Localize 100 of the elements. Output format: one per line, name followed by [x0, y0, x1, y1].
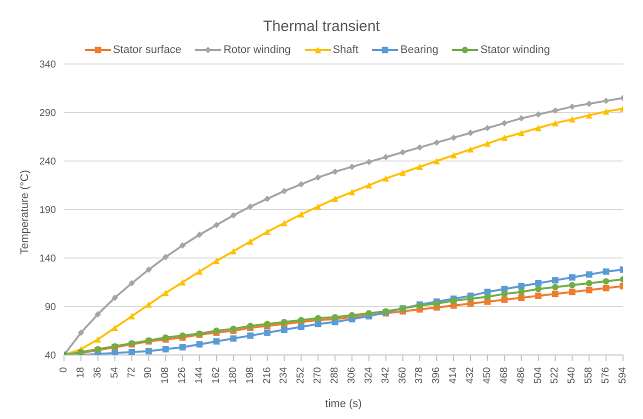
point	[314, 203, 322, 210]
x-tick-label: 360	[397, 366, 408, 384]
x-tick-label: 576	[600, 366, 612, 384]
point	[78, 329, 84, 336]
point	[602, 278, 610, 284]
point	[213, 258, 220, 264]
point	[179, 242, 186, 249]
y-axis-title: Temperature (°C)	[18, 170, 31, 254]
point	[568, 274, 576, 281]
y-tick-label: 240	[39, 156, 56, 168]
point	[501, 296, 508, 303]
point	[382, 154, 390, 160]
x-tick-label: 558	[584, 366, 595, 384]
legend-label: Rotor winding	[222, 44, 291, 56]
point	[602, 98, 610, 104]
x-tick-label: 0	[58, 366, 70, 373]
point	[400, 169, 406, 176]
x-tick-label: 486	[516, 366, 527, 384]
point	[535, 111, 542, 118]
point	[433, 139, 440, 146]
point	[568, 116, 576, 122]
point	[247, 332, 254, 339]
x-tick-label: 270	[312, 366, 324, 384]
point	[213, 222, 220, 228]
point	[145, 266, 152, 273]
point	[501, 120, 508, 126]
legend-label: Stator surface	[112, 44, 182, 56]
point	[128, 280, 135, 286]
point	[535, 124, 542, 132]
point	[518, 130, 525, 136]
point	[179, 279, 186, 286]
y-tick-label: 340	[39, 60, 56, 71]
point	[535, 280, 542, 286]
y-tick-label: 90	[44, 302, 56, 314]
x-tick-label: 432	[465, 366, 476, 384]
point	[94, 311, 102, 318]
point	[247, 238, 254, 245]
point	[467, 296, 474, 302]
x-tick-label: 180	[228, 366, 239, 384]
point	[230, 248, 237, 254]
x-tick-label: 468	[498, 366, 510, 384]
point	[518, 294, 525, 301]
x-tick-label: 18	[75, 366, 86, 378]
x-tick-label: 72	[126, 366, 138, 378]
point	[552, 290, 558, 298]
point	[450, 152, 457, 158]
point	[586, 271, 592, 278]
point	[112, 294, 118, 301]
point	[433, 158, 440, 164]
point	[247, 203, 254, 210]
point	[450, 134, 457, 141]
x-tick-label: 306	[346, 366, 358, 384]
point	[602, 268, 610, 275]
point	[518, 282, 525, 290]
point	[264, 329, 270, 336]
point	[281, 220, 288, 226]
point	[467, 130, 474, 136]
point	[348, 164, 356, 170]
point	[145, 301, 152, 308]
x-tick-label: 162	[210, 366, 222, 384]
point	[518, 288, 525, 296]
x-tick-label: 396	[431, 366, 442, 384]
point	[416, 164, 423, 170]
point	[213, 338, 220, 345]
point	[586, 100, 592, 107]
point	[484, 294, 491, 300]
point	[298, 181, 304, 188]
point	[586, 112, 592, 119]
point	[552, 120, 558, 126]
y-tick-label: 40	[44, 350, 56, 362]
point	[552, 277, 558, 284]
x-tick-label: 288	[330, 366, 341, 384]
x-tick-label: 90	[143, 366, 154, 378]
point	[382, 175, 390, 182]
point	[602, 284, 610, 292]
y-tick-label: 140	[39, 254, 56, 265]
point	[264, 196, 270, 202]
point	[145, 348, 152, 354]
x-tick-label: 594	[618, 366, 628, 384]
point	[112, 350, 118, 355]
x-tick-label: 378	[414, 366, 426, 384]
y-tick-label: 290	[39, 108, 56, 120]
point	[314, 174, 322, 181]
point	[602, 108, 610, 115]
x-tick-label: 252	[296, 366, 307, 384]
point	[128, 348, 135, 355]
point	[518, 115, 525, 122]
point	[535, 286, 542, 292]
point	[501, 290, 508, 298]
point	[552, 107, 558, 114]
point	[230, 335, 237, 342]
point	[128, 313, 135, 320]
x-tick-label: 414	[448, 366, 460, 384]
x-tick-label: 504	[532, 366, 544, 384]
point	[568, 282, 576, 288]
point	[281, 326, 288, 333]
point	[162, 254, 169, 260]
legend-label: Stator winding	[479, 44, 550, 56]
point	[568, 288, 576, 296]
point	[568, 103, 576, 110]
